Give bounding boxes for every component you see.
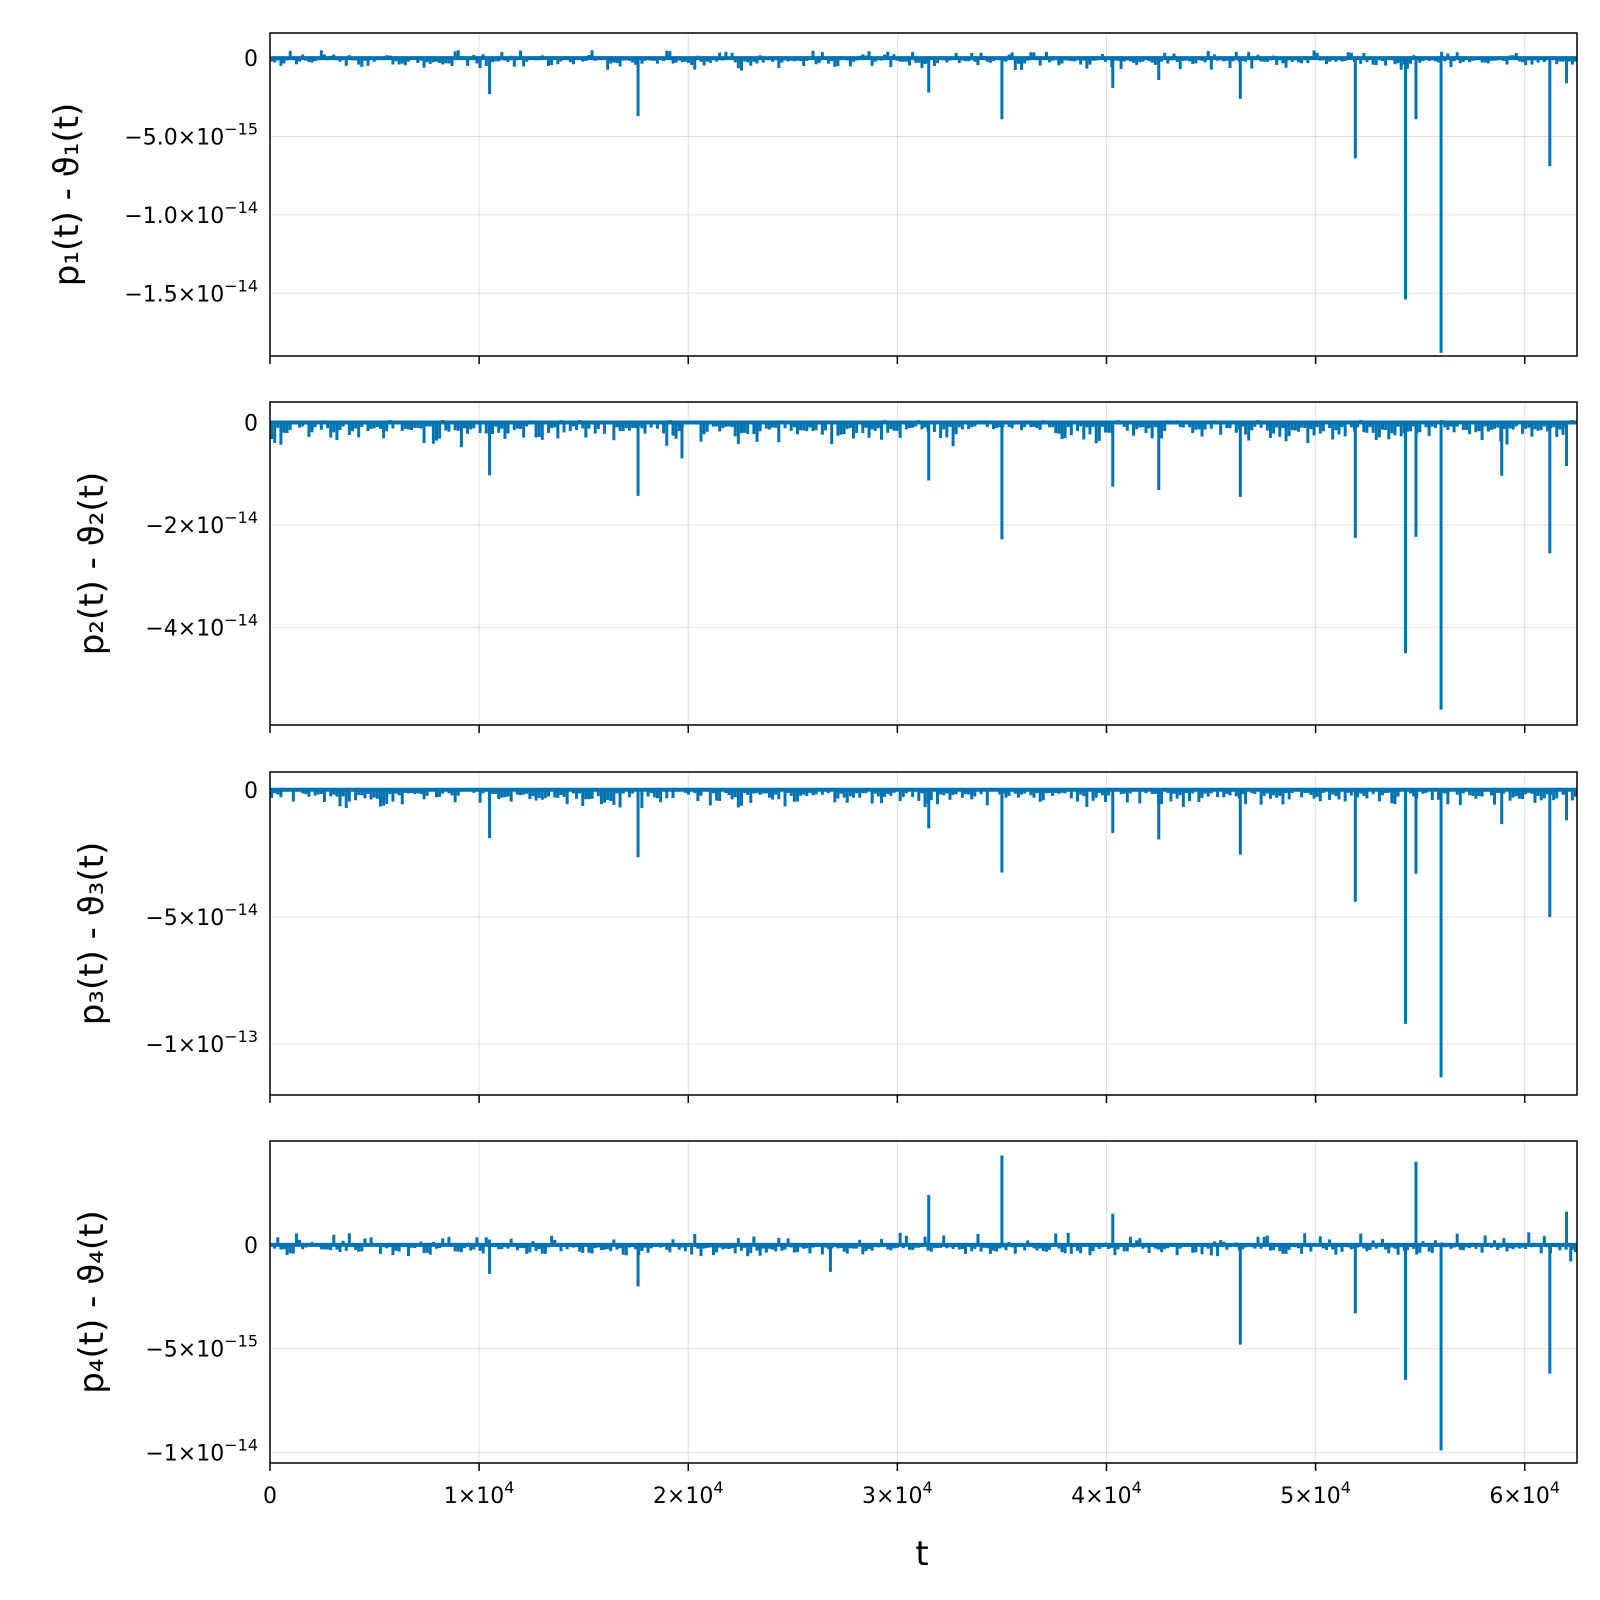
y-axis-label: p₄(t) - ϑ₄(t): [72, 1210, 112, 1394]
y-tick-label: −5×10−14: [145, 900, 258, 931]
x-tick-label: 4×104: [1071, 1478, 1142, 1509]
series-bars: [270, 419, 1577, 710]
y-tick-exponent: −15: [224, 119, 258, 138]
x-tick-exponent: 4: [1550, 1478, 1560, 1497]
x-tick-exponent: 4: [922, 1478, 932, 1497]
y-tick-label: 0: [244, 47, 258, 72]
x-tick-exponent: 4: [504, 1478, 514, 1497]
x-tick-label: 0: [263, 1484, 277, 1509]
y-tick-label: −1×10−14: [145, 1436, 258, 1467]
y-tick-exponent: −14: [224, 900, 258, 919]
panel-4: 0 −5×10−15 −1×10−14 p₄(t) - ϑ₄(t): [72, 1140, 1578, 1471]
x-tick-label: 3×104: [862, 1478, 933, 1509]
panel-frame: [269, 32, 1578, 357]
series-bars: [270, 787, 1577, 1078]
y-tick-label: 0: [244, 412, 258, 437]
x-axis-label: t: [915, 1534, 928, 1574]
y-tick-label: −5×10−15: [145, 1332, 258, 1363]
x-tick-exponent: 4: [713, 1478, 723, 1497]
x-tick-exponent: 4: [1132, 1478, 1142, 1497]
panel-1: 0 −5.0×10−15 −1.0×10−14 −1.5×10−14 p₁(t) - ϑ…: [47, 32, 1578, 364]
panel-3: 0 −5×10−14 −1×10−13 p₃(t) - ϑ₃(t): [72, 771, 1578, 1103]
panel-2: 0 −2×10−14 −4×10−14 p₂(t) - ϑ₂(t): [72, 401, 1578, 733]
y-tick-label: −1.5×10−14: [124, 276, 258, 307]
panel-frame: [269, 401, 1578, 726]
y-tick-exponent: −14: [224, 276, 258, 295]
y-tick-label: −5.0×10−15: [124, 119, 258, 150]
series-bars: [270, 1155, 1577, 1451]
y-axis-label: p₁(t) - ϑ₁(t): [47, 103, 87, 287]
y-tick-exponent: −13: [224, 1027, 258, 1046]
y-tick-label: −1×10−13: [145, 1027, 258, 1058]
x-tick-label: 5×104: [1280, 1478, 1351, 1509]
y-tick-label: 0: [244, 779, 258, 804]
y-tick-exponent: −14: [224, 198, 258, 217]
y-tick-exponent: −14: [224, 508, 258, 527]
chart-panels: 0 −5.0×10−15 −1.0×10−14 −1.5×10−14 p₁(t) - ϑ…: [47, 32, 1578, 1509]
x-tick-label: 1×104: [444, 1478, 515, 1509]
x-tick-exponent: 4: [1341, 1478, 1351, 1497]
x-tick-label: 2×104: [653, 1478, 724, 1509]
y-tick-label: 0: [244, 1234, 258, 1259]
y-tick-exponent: −14: [224, 611, 258, 630]
y-tick-exponent: −14: [224, 1436, 258, 1455]
y-tick-label: −4×10−14: [145, 611, 258, 642]
x-tick-labels: 0 1×104 2×104 3×104 4×104 5×104 6×104: [263, 1478, 1560, 1509]
y-tick-exponent: −15: [224, 1332, 258, 1351]
x-tick-label: 6×104: [1489, 1478, 1560, 1509]
y-tick-label: −2×10−14: [145, 508, 258, 539]
panel-frame: [269, 1140, 1578, 1464]
panel-frame: [269, 771, 1578, 1096]
y-tick-label: −1.0×10−14: [124, 198, 258, 229]
y-axis-label: p₃(t) - ϑ₃(t): [72, 842, 112, 1026]
series-bars: [270, 50, 1577, 353]
y-axis-label: p₂(t) - ϑ₂(t): [72, 472, 112, 656]
